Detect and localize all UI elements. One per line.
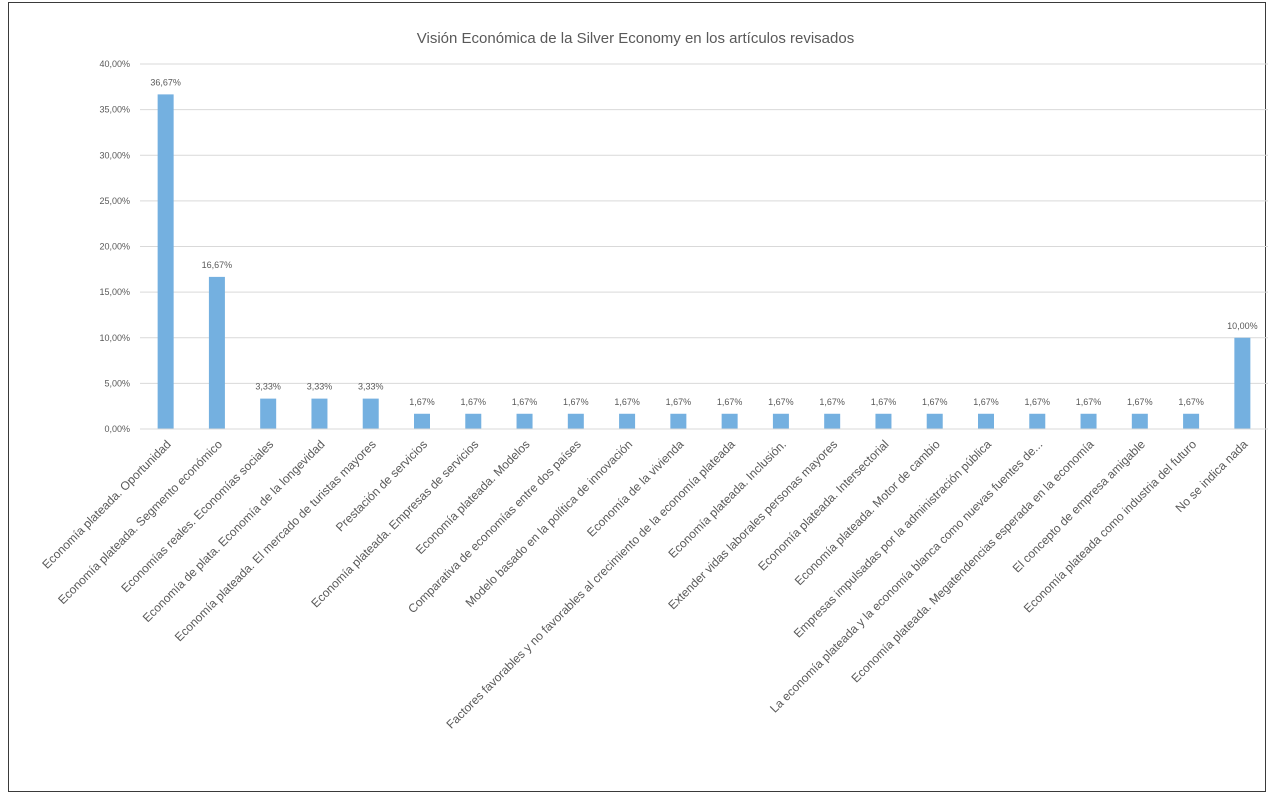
y-tick-label: 35,00% bbox=[99, 105, 130, 115]
bar bbox=[208, 276, 225, 429]
data-label: 1,67% bbox=[1025, 397, 1051, 407]
chart-title: Visión Económica de la Silver Economy en… bbox=[416, 30, 855, 47]
bar bbox=[414, 413, 430, 429]
y-tick-label: 40,00% bbox=[99, 59, 130, 69]
y-tick-label: 10,00% bbox=[99, 333, 130, 343]
data-label: 16,67% bbox=[202, 260, 233, 270]
bar bbox=[670, 413, 687, 429]
bar bbox=[1080, 413, 1097, 429]
bar bbox=[721, 413, 738, 429]
data-labels: 36,67% 16,67% 3,33% 3,33% 3,33% 1,67% 1,67% 1,6… bbox=[150, 77, 1257, 406]
bar bbox=[1234, 337, 1251, 429]
category-label: Economía de la vivienda bbox=[584, 437, 687, 540]
category-label: Economía de plata. Economía de la longev… bbox=[140, 437, 328, 625]
data-label: 1,67% bbox=[819, 397, 845, 407]
bar bbox=[157, 94, 174, 429]
category-label: Empresas impulsadas por la administració… bbox=[791, 437, 994, 640]
bar bbox=[926, 413, 943, 429]
y-tick-label: 25,00% bbox=[99, 196, 130, 206]
data-label: 3,33% bbox=[255, 382, 281, 392]
bar bbox=[824, 413, 841, 429]
data-label: 1,67% bbox=[871, 397, 897, 407]
bar bbox=[619, 413, 636, 429]
y-tick-label: 20,00% bbox=[99, 242, 130, 252]
data-label: 1,67% bbox=[717, 397, 743, 407]
data-label: 1,67% bbox=[922, 397, 948, 407]
bar bbox=[875, 413, 892, 429]
bar bbox=[772, 413, 789, 429]
data-label: 1,67% bbox=[768, 397, 794, 407]
data-label: 1,67% bbox=[614, 397, 640, 407]
y-tick-label: 15,00% bbox=[99, 287, 130, 297]
category-label: Economía plateada. Megatendencias espera… bbox=[849, 437, 1097, 685]
data-label: 36,67% bbox=[150, 77, 181, 87]
bar bbox=[567, 413, 584, 429]
y-tick-label: 30,00% bbox=[99, 150, 130, 160]
bars bbox=[157, 94, 1251, 429]
bar bbox=[1029, 413, 1046, 429]
y-axis-ticks: 0,00% 5,00% 10,00% 15,00% 20,00% 25,00% 30,00%… bbox=[99, 59, 130, 434]
y-tick-label: 0,00% bbox=[104, 424, 130, 434]
bar bbox=[465, 413, 482, 429]
bar bbox=[1183, 413, 1200, 429]
bar bbox=[260, 398, 277, 429]
gridlines bbox=[140, 63, 1268, 384]
data-label: 1,67% bbox=[563, 397, 589, 407]
data-label: 1,67% bbox=[461, 397, 487, 407]
data-label: 1,67% bbox=[1178, 397, 1204, 407]
bar bbox=[516, 413, 533, 429]
data-label: 3,33% bbox=[358, 382, 384, 392]
data-label: 1,67% bbox=[512, 397, 538, 407]
data-label: 1,67% bbox=[409, 397, 435, 407]
bar bbox=[978, 413, 994, 429]
bar bbox=[311, 398, 328, 429]
data-label: 10,00% bbox=[1227, 321, 1258, 331]
data-label: 1,67% bbox=[666, 397, 692, 407]
category-label: Comparativa de economías entre dos paíse… bbox=[405, 437, 584, 616]
bar bbox=[1131, 413, 1148, 429]
category-label: Prestación de servicios bbox=[333, 437, 430, 534]
data-label: 3,33% bbox=[307, 382, 333, 392]
data-label: 1,67% bbox=[1127, 397, 1153, 407]
data-label: 1,67% bbox=[1076, 397, 1102, 407]
bar bbox=[362, 398, 379, 429]
y-tick-label: 5,00% bbox=[104, 378, 130, 388]
data-label: 1,67% bbox=[973, 397, 999, 407]
